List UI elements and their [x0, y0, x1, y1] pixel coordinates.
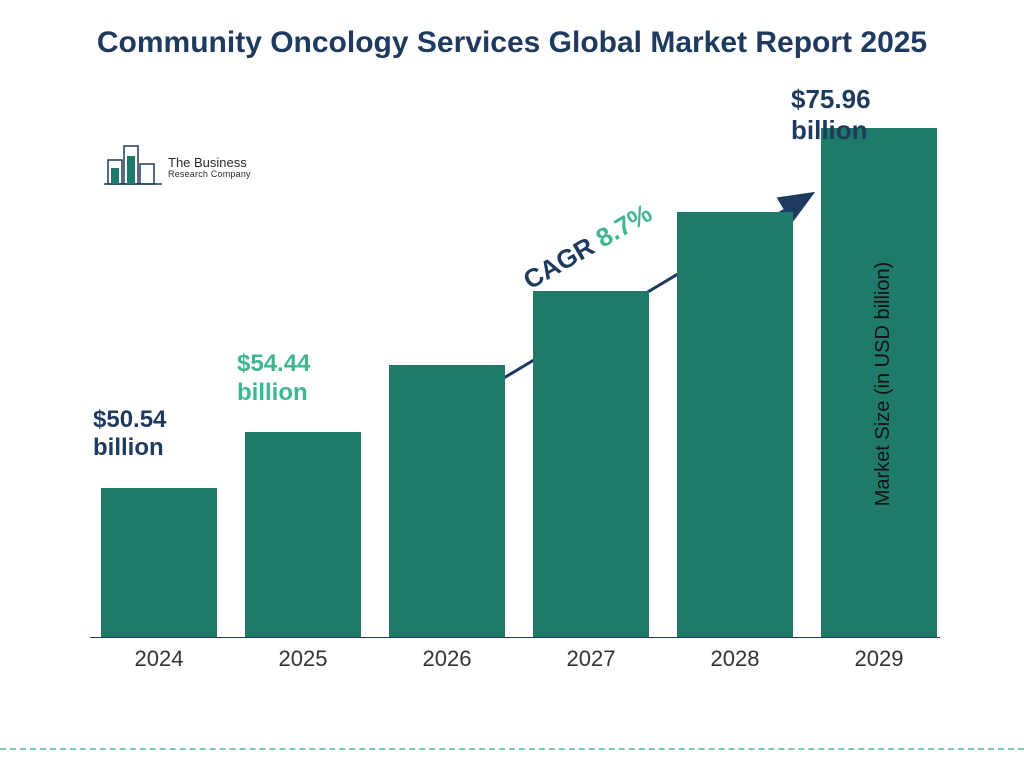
title-text: Community Oncology Services Global Marke… [97, 26, 927, 59]
value-label: $54.44billion [237, 350, 310, 408]
chart-bar [245, 432, 361, 637]
x-axis-label: 2028 [675, 646, 795, 672]
x-axis-label: 2027 [531, 646, 651, 672]
cagr-annotation: CAGR 8.7% [90, 120, 940, 680]
chart-bar [101, 488, 217, 637]
cagr-label: CAGR 8.7% [518, 198, 657, 296]
chart-bar [389, 365, 505, 637]
footer-divider [0, 748, 1024, 750]
value-label: $50.54billion [93, 406, 166, 464]
x-axis-label: 2025 [243, 646, 363, 672]
x-axis-label: 2029 [819, 646, 939, 672]
value-label: $75.96 billion [791, 84, 940, 146]
y-axis-label: Market Size (in USD billion) [872, 262, 895, 507]
bar-chart: CAGR 8.7% 2024 2025 2026 2027 2028 2029 $50.54… [90, 120, 940, 680]
chart-bar [677, 212, 793, 637]
chart-baseline [90, 637, 940, 638]
chart-bar [533, 291, 649, 637]
x-axis-label: 2024 [99, 646, 219, 672]
page-title: Community Oncology Services Global Marke… [0, 24, 1024, 62]
x-axis-label: 2026 [387, 646, 507, 672]
